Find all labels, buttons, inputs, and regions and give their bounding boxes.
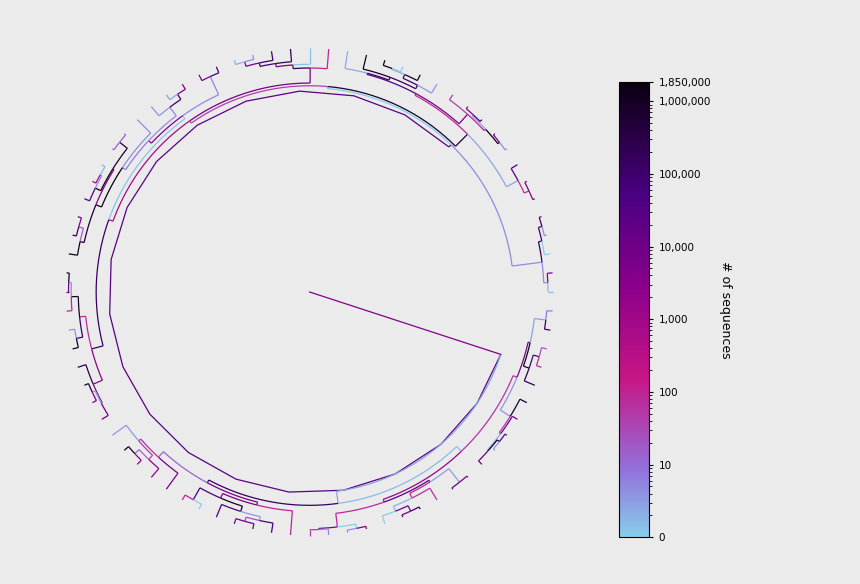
Y-axis label: # of sequences: # of sequences [719, 260, 732, 359]
